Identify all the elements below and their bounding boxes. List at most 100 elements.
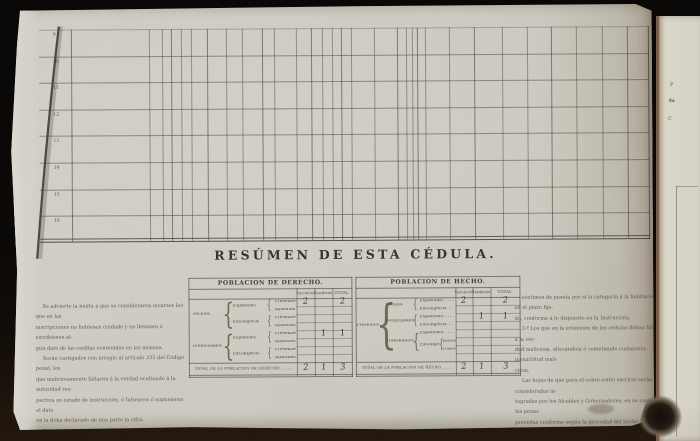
handwritten-total: 1 xyxy=(320,362,328,373)
table-rule xyxy=(456,353,521,354)
dotted-leader: .......... xyxy=(279,366,294,371)
grid-row-line xyxy=(39,132,649,137)
status-label: Ausentes........ xyxy=(275,340,296,345)
note-line: Serán castigados con arreglo al artículo… xyxy=(35,354,185,373)
dotted-leader: .......... xyxy=(440,365,454,370)
handwritten-total: 2 xyxy=(460,361,468,373)
paper-smudge xyxy=(588,404,614,414)
dotted-leader: ...... xyxy=(442,331,454,336)
table-rule xyxy=(332,288,334,376)
handwritten-total: 3 xyxy=(339,362,347,373)
status-label: Ausentes........ xyxy=(275,356,296,361)
column-header: Varones. xyxy=(454,289,473,295)
table-rule xyxy=(472,287,474,375)
brace-glyph: { xyxy=(266,346,273,362)
residence-sublabel: Residentes xyxy=(442,339,456,343)
grid-row-line xyxy=(39,53,649,58)
column-header: Varones. xyxy=(296,290,315,296)
dotted-leader: ...... xyxy=(442,315,454,320)
grid-row-line xyxy=(39,26,649,31)
handwritten-count: 2 xyxy=(339,296,346,307)
note-paragraph: 3.º Los que en la extensión de las cédul… xyxy=(515,323,665,376)
table-rule xyxy=(456,337,521,338)
handwritten-count: 2 xyxy=(502,295,509,306)
note-paragraph: Para contestarlas cada una de ellas con … xyxy=(36,426,186,441)
table-rule xyxy=(456,321,521,322)
table-rule xyxy=(456,345,521,346)
note-line: 3.º Los que en la extensión de las cédul… xyxy=(514,325,665,343)
grid-row-number: 9 xyxy=(52,32,56,38)
handwritten-count: 1 xyxy=(339,328,347,339)
table-rule xyxy=(351,277,353,377)
next-page-box-border xyxy=(676,186,677,436)
enumeration-grid: 9 10 11 12 13 14 15 16 xyxy=(39,26,650,243)
column-header: Hembras. xyxy=(313,289,334,296)
next-page-text-fragment: fu xyxy=(669,98,675,104)
grid-row-number: 11 xyxy=(53,85,59,91)
total-row-label: Total de la poblacion de derecho........… xyxy=(194,366,294,371)
grid-row-number: 16 xyxy=(54,218,60,224)
grid-row-line xyxy=(40,159,650,164)
status-label: Ausentes........ xyxy=(275,324,296,329)
hecho-table-title: POBLACION DE HECHO. xyxy=(390,277,486,286)
next-page-box-border xyxy=(676,186,698,187)
note-line: que maliciosamente faltaren á la verdad … xyxy=(35,375,176,394)
handwritten-count: 1 xyxy=(478,311,485,322)
subgroup-label: Vecinos xyxy=(385,303,403,308)
table-rule xyxy=(455,287,457,375)
grid-row-line xyxy=(39,106,649,111)
total-row-label: Total de la poblacion de hecho.......... xyxy=(361,365,454,370)
nationality-label: Extranjeros...... xyxy=(420,323,454,328)
column-header: TOTAL. xyxy=(497,288,514,294)
handwritten-total: 3 xyxy=(502,361,510,372)
table-rule xyxy=(490,287,492,375)
left-instructions-text: Se advierte la multa á que se considerar… xyxy=(36,301,187,441)
grid-row-line xyxy=(40,186,650,191)
nationality-label: Extranjeros...... xyxy=(420,307,454,312)
handwritten-total: 2 xyxy=(302,362,310,373)
table-rule xyxy=(297,322,353,323)
dotted-leader: ...... xyxy=(446,323,454,328)
dotted-leader: ...... xyxy=(446,307,454,312)
next-page-text-fragment: P xyxy=(670,82,674,88)
table-rule xyxy=(355,287,520,289)
handwritten-total: 1 xyxy=(478,361,486,372)
grid-row-number: 13 xyxy=(53,139,60,145)
table-rule xyxy=(356,375,521,377)
grid-row-number: 15 xyxy=(53,192,60,198)
grid-row-number: 12 xyxy=(53,112,60,118)
status-label: Ausentes........ xyxy=(275,308,296,313)
note-line: Se advierte la multa á que se considerar… xyxy=(35,302,184,321)
residence-sublabel: Transeuntes xyxy=(442,347,456,351)
table-rule xyxy=(189,362,353,364)
handwritten-count: 2 xyxy=(460,295,467,307)
nationality-label: Extranjeros xyxy=(232,352,260,357)
column-header: Hembras. xyxy=(471,289,492,295)
brace-glyph: { xyxy=(412,313,418,329)
poblacion-de-hecho-table: POBLACION DE HECHO. Varones. Hembras. TOTA… xyxy=(355,276,521,377)
nationality-label: Españoles xyxy=(232,304,256,309)
nationality-label: Españoles xyxy=(232,336,256,341)
grid-right-border xyxy=(648,26,651,239)
table-rule xyxy=(456,329,521,330)
note-paragraph: céntimos de peseta por si la categoría á… xyxy=(514,292,664,324)
nationality-label: Españoles...... xyxy=(420,315,454,320)
handwritten-count: 2 xyxy=(302,296,309,307)
torn-edge-notch xyxy=(8,25,19,52)
brace-glyph: { xyxy=(266,298,272,314)
table-rule xyxy=(189,376,353,378)
status-label: Presentes........ xyxy=(274,315,296,321)
handwritten-count: 1 xyxy=(320,328,328,339)
handwritten-count: 1 xyxy=(502,311,509,322)
poblacion-de-derecho-table: POBLACION DE DERECHO. Varones. Hembras. TO… xyxy=(188,277,353,378)
note-line: la autoridad con los trabajos. xyxy=(515,438,665,441)
note-line: Para contestarlas cada una de ellas con … xyxy=(43,427,178,435)
note-line: pectiva su estado de instrucción, ó fals… xyxy=(36,396,184,414)
dotted-leader: ...... xyxy=(442,299,454,304)
subgroup-label: Transeuntes xyxy=(385,339,415,344)
nationality-label: Españoles...... xyxy=(420,331,454,336)
brace-glyph: { xyxy=(412,297,418,313)
status-label: Presentes........ xyxy=(274,347,296,353)
